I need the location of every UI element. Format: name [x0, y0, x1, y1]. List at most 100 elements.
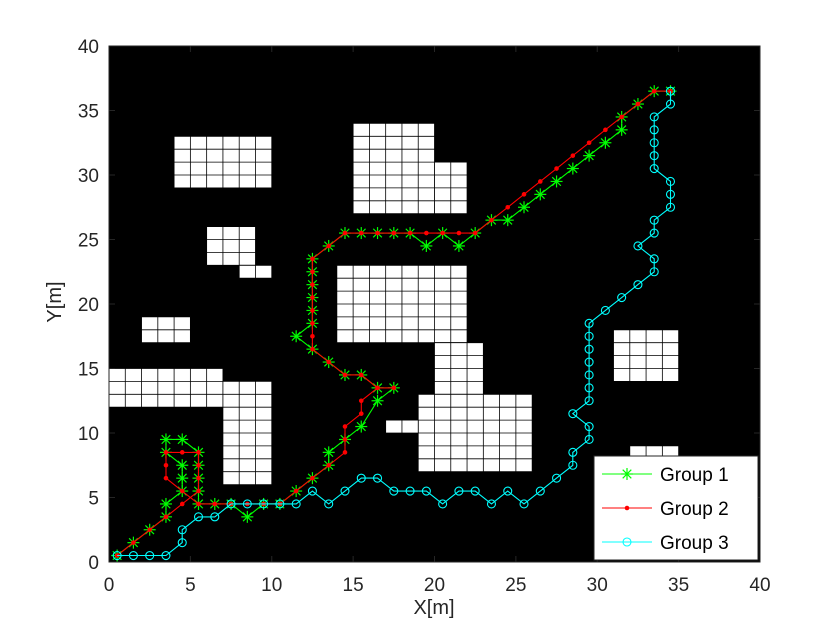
data-point — [438, 499, 448, 509]
data-point — [603, 127, 608, 133]
legend-marker — [624, 505, 630, 511]
data-point — [535, 486, 545, 496]
data-point — [424, 230, 429, 236]
obstacle-block — [385, 419, 419, 434]
data-point — [322, 446, 335, 459]
data-point — [179, 450, 185, 455]
legend: Group 1 Group 2 Group 3 — [593, 455, 759, 561]
data-point — [342, 230, 348, 236]
data-point — [568, 409, 578, 419]
data-point — [342, 437, 348, 442]
obstacle-block — [108, 368, 224, 408]
data-point — [291, 499, 301, 509]
series-group-3 — [112, 86, 676, 561]
obstacle-block — [238, 264, 273, 279]
data-point — [293, 488, 299, 494]
data-point — [649, 228, 659, 238]
series-group-2 — [114, 88, 673, 558]
data-point — [196, 475, 201, 481]
data-point — [584, 370, 594, 380]
data-point — [310, 295, 315, 300]
y-axis-label: Y[m] — [44, 281, 66, 322]
data-point — [600, 305, 610, 316]
data-point — [521, 192, 527, 197]
y-tick-label: 30 — [78, 166, 99, 187]
data-point — [550, 175, 563, 188]
data-point — [617, 292, 627, 303]
y-tick-label: 10 — [78, 424, 99, 445]
data-point — [145, 550, 155, 561]
data-point — [310, 346, 315, 352]
data-point — [176, 459, 189, 472]
data-point — [633, 280, 643, 290]
obstacle-block — [434, 161, 468, 215]
data-point — [570, 153, 576, 158]
data-point — [358, 411, 364, 416]
x-tick-label: 20 — [424, 575, 445, 596]
data-point — [163, 514, 169, 520]
legend-label: Group 1 — [660, 465, 729, 486]
data-point — [534, 188, 547, 201]
data-point — [358, 230, 364, 236]
legend-marker — [621, 468, 633, 480]
data-point — [326, 243, 332, 249]
axes-layer: 0 5 10 15 20 25 30 35 40 0 5 10 15 20 25 30 35 40 — [78, 37, 771, 596]
data-point — [470, 486, 480, 496]
data-point — [163, 475, 169, 481]
y-tick-label: 15 — [78, 360, 99, 381]
data-point — [355, 420, 368, 433]
obstacle-block — [417, 393, 533, 473]
series-line — [116, 90, 671, 556]
data-point — [176, 472, 189, 485]
data-point — [193, 512, 204, 522]
data-point — [665, 202, 676, 212]
x-tick-label: 10 — [261, 575, 282, 596]
data-point — [112, 550, 122, 561]
data-point — [568, 460, 578, 470]
data-point — [584, 357, 594, 367]
data-point — [568, 447, 578, 457]
data-point — [519, 499, 529, 509]
series-layer — [111, 85, 677, 562]
data-point — [649, 267, 659, 277]
data-point — [196, 450, 201, 455]
data-point — [310, 282, 315, 287]
x-tick-label: 30 — [587, 575, 608, 596]
data-point — [372, 473, 383, 483]
data-point — [310, 269, 315, 275]
data-point — [307, 486, 317, 496]
data-point — [665, 99, 676, 109]
data-point — [456, 230, 462, 236]
data-point — [290, 330, 303, 343]
x-tick-label: 35 — [668, 575, 689, 596]
data-point — [226, 499, 236, 509]
data-point — [407, 230, 413, 236]
data-point — [583, 149, 596, 162]
data-point — [310, 475, 315, 481]
data-point — [552, 473, 562, 483]
data-point — [342, 424, 348, 429]
data-point — [128, 550, 138, 561]
data-point — [375, 385, 380, 391]
data-point — [420, 239, 433, 252]
y-tick-label: 0 — [88, 553, 99, 574]
x-tick-label: 15 — [343, 575, 364, 596]
data-point — [405, 486, 415, 496]
legend-entry: Group 3 — [602, 533, 729, 554]
legend-entry: Group 2 — [602, 499, 729, 520]
obstacle-block — [206, 226, 256, 266]
data-point — [649, 215, 659, 225]
data-point — [324, 499, 334, 509]
data-point — [196, 462, 201, 468]
data-point — [452, 239, 465, 252]
data-point — [241, 510, 254, 523]
data-point — [649, 138, 659, 148]
data-point — [486, 499, 497, 509]
data-point — [489, 217, 494, 223]
data-point — [537, 179, 543, 184]
data-point — [131, 540, 136, 545]
data-point — [584, 434, 594, 445]
data-point — [375, 230, 380, 236]
legend-label: Group 3 — [660, 533, 729, 554]
